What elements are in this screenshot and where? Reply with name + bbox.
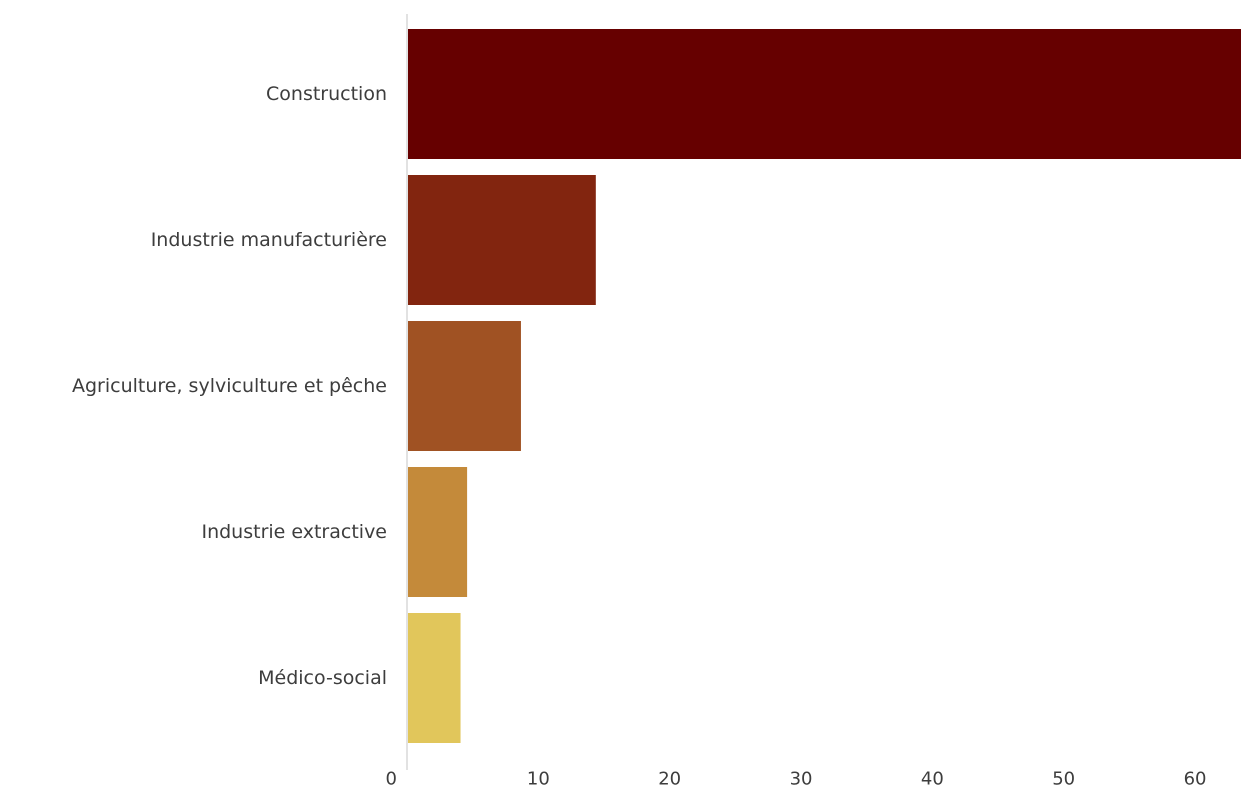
x-tick-label: 0 [386, 769, 397, 789]
category-labels: Construction Industrie manufacturière Agri… [72, 83, 387, 689]
bars-layer [408, 29, 1241, 743]
category-label: Industrie extractive [201, 521, 387, 543]
x-tick-label: 50 [1052, 769, 1075, 789]
x-tick-label: 40 [921, 769, 944, 789]
bar[interactable] [408, 175, 596, 305]
category-label: Agriculture, sylviculture et pêche [72, 375, 387, 397]
bar[interactable] [408, 467, 468, 597]
x-tick-labels: 0 10 20 30 40 50 60 [386, 769, 1207, 789]
x-tick-label: 20 [658, 769, 681, 789]
x-tick-label: 60 [1184, 769, 1207, 789]
category-label: Construction [266, 83, 387, 105]
bar[interactable] [408, 29, 1241, 159]
x-tick-label: 30 [790, 769, 813, 789]
bar[interactable] [408, 321, 521, 451]
category-label: Industrie manufacturière [151, 229, 387, 251]
bar[interactable] [408, 613, 461, 743]
x-tick-label: 10 [527, 769, 550, 789]
category-label: Médico-social [258, 667, 387, 689]
